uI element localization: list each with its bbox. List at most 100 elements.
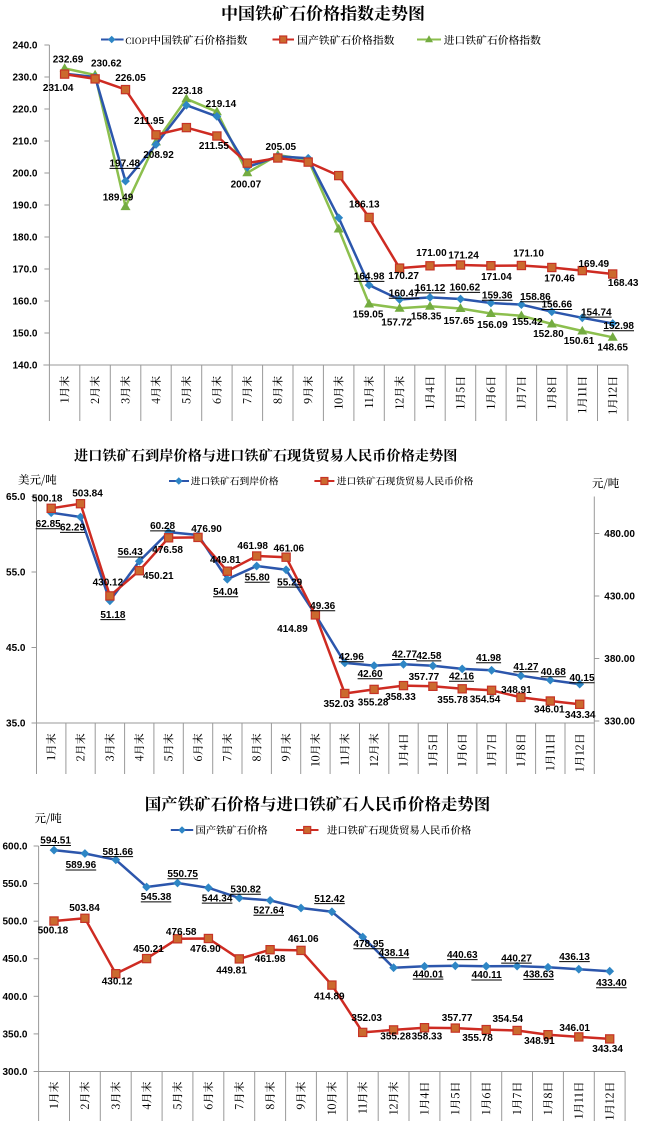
svg-text:150.61: 150.61: [564, 336, 595, 347]
svg-text:170.46: 170.46: [544, 274, 575, 285]
svg-text:500.18: 500.18: [32, 493, 63, 504]
svg-text:343.34: 343.34: [565, 710, 596, 721]
svg-text:65.0: 65.0: [6, 492, 26, 503]
svg-text:343.34: 343.34: [592, 1044, 623, 1055]
svg-text:414.89: 414.89: [314, 992, 345, 1003]
svg-text:160.47: 160.47: [389, 289, 420, 300]
svg-text:168.43: 168.43: [608, 278, 639, 289]
svg-text:171.24: 171.24: [448, 251, 479, 262]
svg-text:350.0: 350.0: [2, 1029, 27, 1040]
svg-text:450.21: 450.21: [133, 944, 164, 955]
svg-text:512.42: 512.42: [314, 894, 345, 905]
svg-text:159.36: 159.36: [482, 290, 513, 301]
svg-text:157.65: 157.65: [444, 316, 475, 327]
svg-text:40.68: 40.68: [541, 667, 566, 678]
svg-text:189.49: 189.49: [103, 192, 134, 203]
svg-text:35.0: 35.0: [6, 719, 26, 730]
svg-text:476.58: 476.58: [152, 545, 183, 556]
svg-text:164.98: 164.98: [354, 272, 385, 283]
svg-text:400.0: 400.0: [2, 992, 27, 1003]
svg-text:55.80: 55.80: [245, 573, 270, 584]
svg-text:449.81: 449.81: [210, 555, 241, 566]
svg-text:161.12: 161.12: [415, 283, 446, 294]
svg-text:461.98: 461.98: [237, 541, 268, 552]
svg-text:42.60: 42.60: [358, 669, 383, 680]
svg-text:152.80: 152.80: [533, 329, 564, 340]
svg-text:158.86: 158.86: [520, 292, 551, 303]
svg-text:438.63: 438.63: [523, 970, 554, 981]
svg-text:62.29: 62.29: [60, 523, 85, 534]
svg-text:461.06: 461.06: [274, 544, 305, 555]
svg-text:56.43: 56.43: [118, 547, 143, 558]
svg-text:154.74: 154.74: [581, 307, 612, 318]
svg-text:169.49: 169.49: [579, 259, 610, 270]
svg-text:380.00: 380.00: [604, 654, 635, 665]
svg-text:476.90: 476.90: [190, 944, 221, 955]
svg-text:211.95: 211.95: [134, 116, 164, 127]
svg-text:226.05: 226.05: [115, 73, 146, 84]
svg-text:346.01: 346.01: [559, 1023, 590, 1034]
svg-text:156.09: 156.09: [477, 320, 508, 331]
svg-text:180.0: 180.0: [12, 233, 37, 244]
svg-text:461.06: 461.06: [288, 934, 319, 945]
svg-text:355.78: 355.78: [437, 695, 468, 706]
svg-text:197.48: 197.48: [110, 159, 141, 170]
svg-text:476.58: 476.58: [166, 927, 197, 938]
svg-text:355.28: 355.28: [358, 697, 389, 708]
svg-text:503.84: 503.84: [69, 903, 100, 914]
svg-text:170.27: 170.27: [388, 271, 419, 282]
svg-text:200.0: 200.0: [12, 169, 37, 180]
svg-text:348.91: 348.91: [501, 685, 532, 696]
svg-text:42.96: 42.96: [339, 652, 364, 663]
svg-text:355.78: 355.78: [462, 1033, 493, 1044]
svg-text:211.55: 211.55: [199, 141, 229, 152]
svg-text:49.36: 49.36: [310, 601, 335, 612]
svg-text:527.64: 527.64: [253, 905, 284, 916]
svg-text:300.0: 300.0: [2, 1067, 27, 1078]
svg-text:208.92: 208.92: [143, 150, 174, 161]
svg-text:42.58: 42.58: [416, 651, 441, 662]
svg-text:205.05: 205.05: [266, 142, 297, 153]
svg-text:240.0: 240.0: [12, 41, 37, 52]
svg-text:438.14: 438.14: [379, 948, 410, 959]
svg-text:41.27: 41.27: [513, 662, 538, 673]
svg-text:160.0: 160.0: [12, 297, 37, 308]
svg-text:41.98: 41.98: [476, 653, 501, 664]
svg-text:430.12: 430.12: [102, 976, 133, 987]
svg-text:348.91: 348.91: [524, 1036, 555, 1047]
svg-text:55.29: 55.29: [277, 577, 302, 588]
svg-text:157.72: 157.72: [381, 317, 412, 328]
svg-text:219.14: 219.14: [206, 99, 237, 110]
svg-text:358.33: 358.33: [412, 1031, 443, 1042]
svg-text:500.0: 500.0: [2, 917, 27, 928]
svg-text:54.04: 54.04: [213, 587, 238, 598]
svg-text:62.85: 62.85: [36, 519, 61, 530]
svg-text:530.82: 530.82: [230, 885, 261, 896]
svg-text:352.03: 352.03: [351, 1013, 382, 1024]
svg-text:156.66: 156.66: [542, 300, 573, 311]
svg-text:152.98: 152.98: [603, 321, 634, 332]
svg-text:190.0: 190.0: [12, 201, 37, 212]
svg-text:155.42: 155.42: [512, 317, 543, 328]
svg-text:440.27: 440.27: [501, 953, 532, 964]
svg-text:160.62: 160.62: [450, 283, 481, 294]
svg-text:550.75: 550.75: [167, 869, 198, 880]
svg-text:45.0: 45.0: [6, 643, 26, 654]
svg-text:42.16: 42.16: [449, 672, 474, 683]
svg-text:589.96: 589.96: [66, 860, 97, 871]
svg-text:140.0: 140.0: [12, 361, 37, 372]
svg-text:186.13: 186.13: [349, 199, 380, 210]
svg-text:450.21: 450.21: [143, 571, 174, 582]
svg-text:171.04: 171.04: [481, 272, 512, 283]
svg-text:170.0: 170.0: [12, 265, 37, 276]
svg-text:150.0: 150.0: [12, 329, 37, 340]
svg-text:414.89: 414.89: [277, 624, 308, 635]
svg-text:440.01: 440.01: [413, 969, 444, 980]
svg-text:40.15: 40.15: [569, 673, 594, 684]
svg-text:354.54: 354.54: [470, 694, 501, 705]
svg-text:220.0: 220.0: [12, 105, 37, 116]
svg-text:449.81: 449.81: [216, 966, 247, 977]
svg-text:440.11: 440.11: [472, 970, 502, 981]
svg-text:148.65: 148.65: [597, 343, 628, 354]
svg-text:232.69: 232.69: [53, 55, 84, 66]
